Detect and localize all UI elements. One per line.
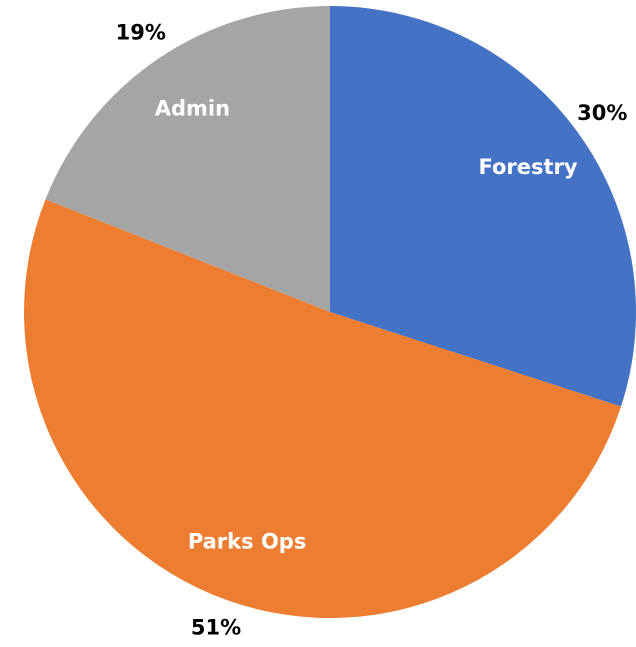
pie-slice bbox=[45, 6, 330, 312]
slice-label: Parks Ops bbox=[188, 529, 307, 553]
value-label: 51% bbox=[191, 616, 241, 640]
pie-slice bbox=[24, 199, 622, 618]
pie-slice bbox=[330, 6, 636, 407]
value-label: 19% bbox=[116, 21, 166, 45]
slice-label: Forestry bbox=[478, 155, 577, 179]
slice-label: Admin bbox=[155, 97, 230, 121]
value-label: 30% bbox=[577, 101, 627, 125]
